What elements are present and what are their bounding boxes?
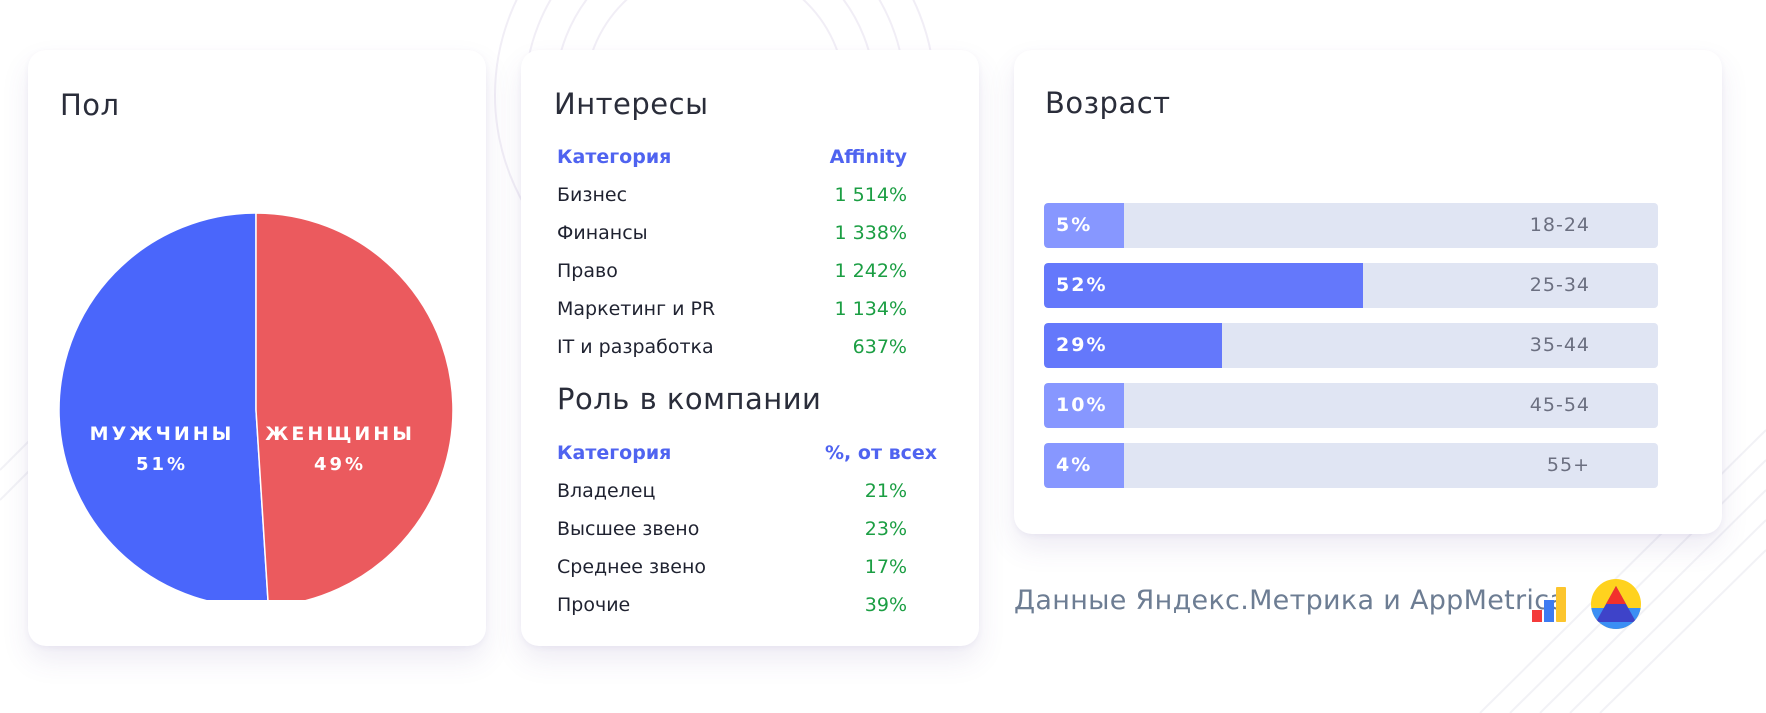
table-row: Маркетинг и PR 1 134% xyxy=(557,292,937,330)
row-value: 637% xyxy=(852,336,907,358)
row-category: Бизнес xyxy=(557,184,628,206)
age-bar-category-label: 25-34 xyxy=(1529,274,1590,296)
row-value: 21% xyxy=(864,480,907,502)
age-bar-value-label: 5% xyxy=(1056,214,1093,236)
age-bar-track: 5% 18-24 xyxy=(1044,203,1658,248)
age-bar: 52% xyxy=(1044,263,1364,308)
row-value: 1 134% xyxy=(834,298,907,320)
age-bar-value-label: 10% xyxy=(1056,394,1108,416)
age-bar-category-label: 45-54 xyxy=(1529,394,1590,416)
gender-title: Пол xyxy=(60,88,120,122)
column-header-category: Категория xyxy=(557,442,672,464)
table-row: Среднее звено 17% xyxy=(557,550,937,588)
age-bar-category-label: 18-24 xyxy=(1529,214,1590,236)
row-value: 1 338% xyxy=(834,222,907,244)
yandex-metrica-logo-icon xyxy=(1532,587,1566,622)
age-bar-category-label: 55+ xyxy=(1546,454,1590,476)
pie-label-male-pct: 51% xyxy=(136,454,188,475)
age-bar-track: 52% 25-34 xyxy=(1044,263,1658,308)
age-title: Возраст xyxy=(1045,86,1171,120)
interests-table: Категория Affinity Бизнес 1 514% Финансы… xyxy=(557,140,937,368)
column-header-category: Категория xyxy=(557,146,672,168)
age-bar: 5% xyxy=(1044,203,1124,248)
data-source-text: Данные Яндекс.Метрика и AppMetrica xyxy=(1014,585,1567,616)
interests-table-header: Категория Affinity xyxy=(557,140,937,178)
row-category: Финансы xyxy=(557,222,648,244)
pie-slice-male xyxy=(58,212,269,600)
row-category: Право xyxy=(557,260,618,282)
row-category: Прочие xyxy=(557,594,631,616)
column-header-percent: %, от всех xyxy=(825,442,937,464)
roles-table: Категория %, от всех Владелец 21% Высшее… xyxy=(557,436,937,626)
table-row: Финансы 1 338% xyxy=(557,216,937,254)
age-bar: 4% xyxy=(1044,443,1124,488)
pie-label-female-pct: 49% xyxy=(314,454,366,475)
row-category: Маркетинг и PR xyxy=(557,298,716,320)
interests-card: Интересы Категория Affinity Бизнес 1 514… xyxy=(521,50,979,646)
interests-title: Интересы xyxy=(554,87,709,121)
table-row: Высшее звено 23% xyxy=(557,512,937,550)
column-header-affinity: Affinity xyxy=(829,146,907,168)
row-category: Владелец xyxy=(557,480,656,502)
age-bar-category-label: 35-44 xyxy=(1529,334,1590,356)
pie-label-male-name: МУЖЧИНЫ xyxy=(90,423,235,445)
age-bar-track: 29% 35-44 xyxy=(1044,323,1658,368)
age-bar-value-label: 29% xyxy=(1056,334,1108,356)
table-row: IT и разработка 637% xyxy=(557,330,937,368)
table-row: Владелец 21% xyxy=(557,474,937,512)
age-bar: 29% xyxy=(1044,323,1223,368)
age-bar-track: 10% 45-54 xyxy=(1044,383,1658,428)
row-category: Среднее звено xyxy=(557,556,707,578)
row-value: 1 242% xyxy=(834,260,907,282)
roles-table-header: Категория %, от всех xyxy=(557,436,937,474)
table-row: Прочие 39% xyxy=(557,588,937,626)
gender-card: Пол МУЖЧИНЫ 51% ЖЕНЩИНЫ 49% xyxy=(28,50,486,646)
row-value: 17% xyxy=(864,556,907,578)
row-category: Высшее звено xyxy=(557,518,700,540)
pie-slice-female xyxy=(255,212,454,600)
roles-title: Роль в компании xyxy=(557,382,822,416)
age-card: Возраст 5% 18-24 52% 25-34 29% 35-44 10% 45-54 4… xyxy=(1014,50,1722,534)
appmetrica-logo-icon xyxy=(1591,579,1641,629)
age-bar-value-label: 52% xyxy=(1056,274,1108,296)
age-bar-track: 4% 55+ xyxy=(1044,443,1658,488)
row-category: IT и разработка xyxy=(557,336,714,358)
table-row: Право 1 242% xyxy=(557,254,937,292)
age-bar: 10% xyxy=(1044,383,1124,428)
table-row: Бизнес 1 514% xyxy=(557,178,937,216)
pie-label-female-name: ЖЕНЩИНЫ xyxy=(265,423,415,445)
row-value: 1 514% xyxy=(834,184,907,206)
age-bar-value-label: 4% xyxy=(1056,454,1093,476)
gender-pie-chart: МУЖЧИНЫ 51% ЖЕНЩИНЫ 49% xyxy=(58,212,454,600)
row-value: 23% xyxy=(864,518,907,540)
row-value: 39% xyxy=(864,594,907,616)
